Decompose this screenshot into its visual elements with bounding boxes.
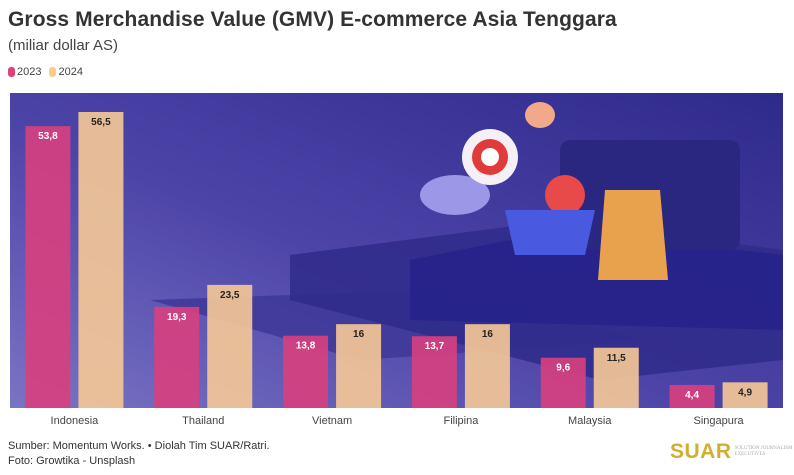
bar-2024-vietnam (336, 324, 382, 408)
bar-2023-indonesia (25, 126, 71, 408)
source-note: Sumber: Momentum Works. • Diolah Tim SUA… (8, 440, 270, 452)
x-tick-label: Malaysia (568, 415, 612, 427)
chart-subtitle: (miliar dollar AS) (8, 37, 119, 54)
data-label-2024-vietnam: 16 (353, 329, 365, 340)
bar-2024-malaysia (593, 347, 639, 408)
legend-swatch-2024 (49, 67, 57, 78)
bar-2023-thailand (154, 306, 200, 408)
legend-label-2024: 2024 (58, 66, 83, 78)
logo-tagline: SOLUTION JOURNALISM for EXECUTIVES (734, 446, 794, 457)
bar-2023-singapura (669, 384, 715, 408)
photo-credit: Foto: Growtika - Unsplash (8, 455, 136, 467)
background-photo (10, 93, 783, 408)
bar-2023-vietnam (283, 335, 329, 408)
data-label-2024-singapura: 4,9 (738, 387, 752, 398)
logo-mark: SUAR (670, 440, 732, 463)
x-tick-label: Singapura (694, 415, 745, 427)
legend: 2023 2024 (8, 66, 87, 78)
data-label-2023-vietnam: 13,8 (296, 341, 316, 352)
x-tick-label: Thailand (182, 415, 224, 427)
legend-label-2023: 2023 (17, 66, 42, 78)
bar-2024-filipina (464, 324, 510, 408)
data-label-2023-malaysia: 9,6 (556, 363, 570, 374)
data-label-2024-thailand: 23,5 (220, 290, 240, 301)
data-label-2024-indonesia: 56,5 (91, 117, 111, 128)
legend-item-2024: 2024 (49, 66, 83, 78)
legend-item-2023: 2023 (8, 66, 41, 78)
data-label-2023-thailand: 19,3 (167, 312, 187, 323)
bar-2024-singapura (722, 382, 768, 408)
legend-swatch-2023 (8, 67, 15, 78)
x-tick-label: Vietnam (312, 415, 352, 427)
x-tick-label: Indonesia (51, 415, 100, 427)
bar-2024-thailand (207, 284, 253, 408)
bar-2023-malaysia (540, 357, 586, 408)
bar-2023-filipina (411, 336, 457, 408)
chart-title: Gross Merchandise Value (GMV) E-commerce… (8, 8, 617, 31)
data-label-2024-filipina: 16 (482, 329, 494, 340)
data-label-2023-filipina: 13,7 (425, 341, 445, 352)
data-label-2023-indonesia: 53,8 (38, 131, 58, 142)
suar-logo: SUAR SOLUTION JOURNALISM for EXECUTIVES (670, 440, 794, 464)
bar-2024-indonesia (78, 112, 124, 408)
data-label-2023-singapura: 4,4 (685, 390, 699, 401)
x-tick-label: Filipina (443, 415, 479, 427)
data-label-2024-malaysia: 11,5 (607, 353, 626, 364)
